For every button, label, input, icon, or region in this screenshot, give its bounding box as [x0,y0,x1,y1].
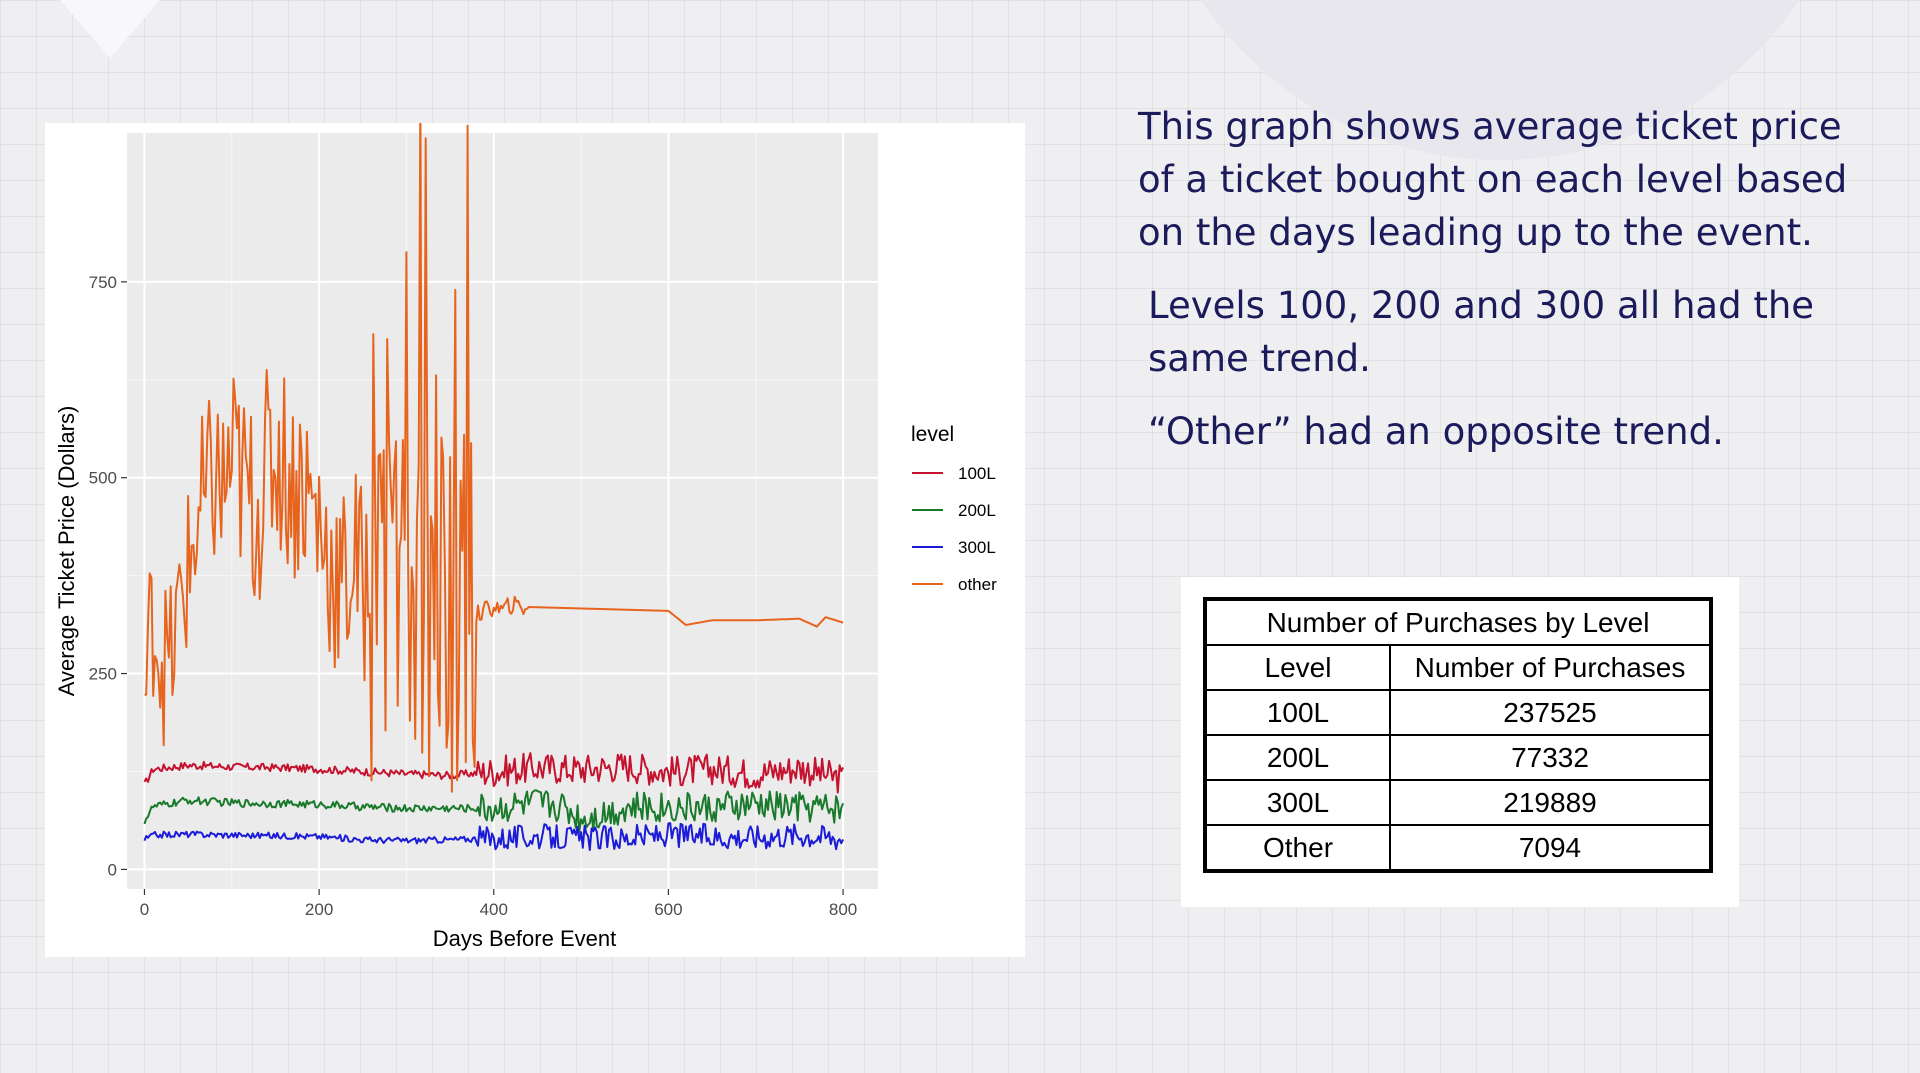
table-row: 300L 219889 [1204,779,1712,826]
legend-label: 100L [958,464,996,483]
tick-label-y: 0 [108,860,117,879]
x-axis-title: Days Before Event [433,926,616,951]
purchases-cell: 77332 [1389,734,1712,781]
legend-label: 200L [958,501,996,520]
legend-label: other [958,575,997,594]
tick-label-x: 400 [480,900,508,919]
purchases-cell: 219889 [1389,779,1712,826]
tick-label-y: 250 [89,665,117,684]
table-header-row: Level Number of Purchases [1204,644,1712,691]
table-row: 100L 237525 [1204,689,1712,736]
tick-label-y: 750 [89,273,117,292]
tick-label-x: 800 [829,900,857,919]
y-axis-title: Average Ticket Price (Dollars) [54,406,79,697]
description-paragraph-1: This graph shows average ticket price of… [1138,105,1848,254]
legend-label: 300L [958,538,996,557]
tick-label-x: 0 [140,900,149,919]
tick-label-x: 200 [305,900,333,919]
table-row: Other 7094 [1204,824,1712,872]
tick-label-x: 600 [654,900,682,919]
series-line-200L [143,789,845,834]
table-title: Number of Purchases by Level [1204,598,1712,646]
purchases-cell: 7094 [1389,824,1712,872]
column-header-level: Level [1204,644,1391,691]
table-row: 200L 77332 [1204,734,1712,781]
legend-title: level [911,423,954,446]
table-title-row: Number of Purchases by Level [1204,598,1712,646]
series-line-100L [143,752,844,794]
table-panel: Number of Purchases by Level Level Numbe… [1181,577,1739,907]
column-header-purchases: Number of Purchases [1389,644,1712,691]
purchases-cell: 237525 [1389,689,1712,736]
level-cell: 300L [1204,779,1391,826]
chart-panel: 0 200 400 600 800 0 250 500 750 Days Before Event… [45,123,1025,957]
purchases-table: Number of Purchases by Level Level Numbe… [1203,597,1713,873]
level-cell: Other [1204,824,1391,872]
tick-label-y: 500 [89,469,117,488]
level-cell: 200L [1204,734,1391,781]
background-decoration-triangle [60,0,160,58]
series-line-300L [143,822,845,851]
description-text: This graph shows average ticket price of… [1138,100,1878,478]
description-paragraph-2: Levels 100, 200 and 300 all had the same… [1148,284,1815,380]
series-line-other [144,123,844,793]
line-chart: 0 200 400 600 800 0 250 500 750 Days Before Event… [54,123,997,951]
description-paragraph-3: “Other” had an opposite trend. [1148,410,1724,453]
level-cell: 100L [1204,689,1391,736]
